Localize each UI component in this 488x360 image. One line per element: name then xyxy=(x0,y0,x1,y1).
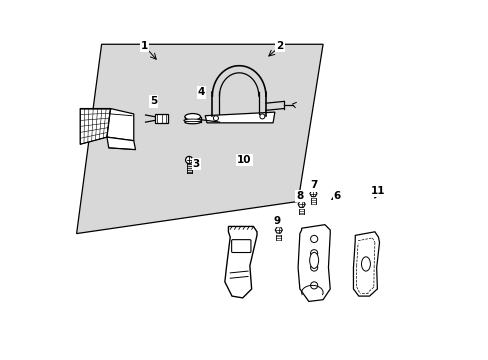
Text: 10: 10 xyxy=(237,156,251,165)
Text: 6: 6 xyxy=(333,191,340,201)
Polygon shape xyxy=(107,137,135,150)
Ellipse shape xyxy=(183,119,201,122)
Polygon shape xyxy=(353,232,379,296)
Ellipse shape xyxy=(184,121,200,124)
Circle shape xyxy=(310,264,317,271)
FancyBboxPatch shape xyxy=(155,114,168,123)
Text: 1: 1 xyxy=(141,41,148,51)
Polygon shape xyxy=(77,44,323,234)
Circle shape xyxy=(259,114,264,119)
FancyBboxPatch shape xyxy=(231,240,250,252)
Text: 8: 8 xyxy=(296,191,303,201)
Circle shape xyxy=(310,282,317,289)
Polygon shape xyxy=(224,226,257,298)
Text: 3: 3 xyxy=(192,159,200,169)
Ellipse shape xyxy=(361,257,370,271)
Circle shape xyxy=(310,235,317,243)
Circle shape xyxy=(185,157,192,163)
Text: 5: 5 xyxy=(149,96,157,107)
Text: 2: 2 xyxy=(276,41,283,51)
Polygon shape xyxy=(205,112,274,123)
Polygon shape xyxy=(80,109,110,144)
Polygon shape xyxy=(275,227,282,233)
Circle shape xyxy=(310,249,317,257)
Text: 4: 4 xyxy=(198,87,205,98)
Polygon shape xyxy=(107,109,134,141)
Text: 7: 7 xyxy=(310,180,317,190)
Text: 11: 11 xyxy=(370,186,385,196)
Text: 9: 9 xyxy=(273,216,280,226)
Polygon shape xyxy=(309,190,316,197)
Ellipse shape xyxy=(309,252,318,269)
Polygon shape xyxy=(298,225,329,301)
Ellipse shape xyxy=(184,113,200,120)
Circle shape xyxy=(213,116,218,121)
Polygon shape xyxy=(298,201,305,207)
